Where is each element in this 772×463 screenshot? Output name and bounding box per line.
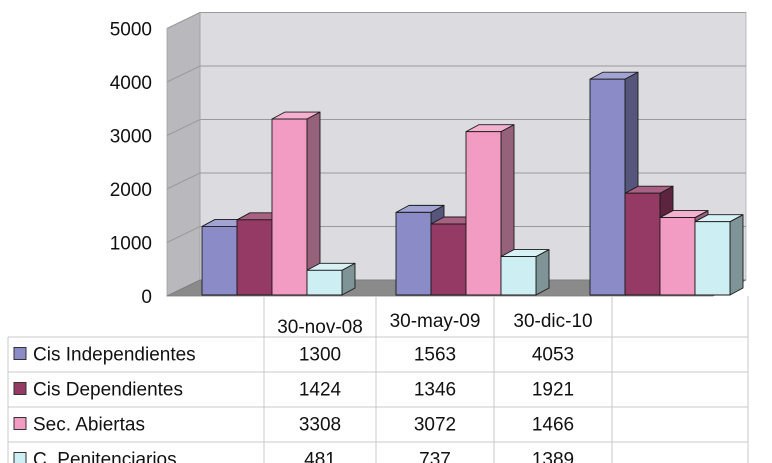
legend-key bbox=[13, 417, 27, 430]
gridline bbox=[166, 119, 746, 136]
category-label: 30-may-09 bbox=[390, 311, 481, 332]
bar bbox=[500, 249, 550, 296]
legend-label: Cis Independientes bbox=[33, 345, 196, 366]
table-cell-value: 1346 bbox=[414, 380, 456, 401]
category-label: 30-dic-10 bbox=[513, 311, 592, 332]
table-cell-value: 1466 bbox=[532, 415, 574, 436]
legend-key bbox=[13, 347, 27, 360]
table-cell-value: 1563 bbox=[414, 345, 456, 366]
table-cell-value: 1424 bbox=[299, 380, 342, 401]
legend-label: Sec. Abiertas bbox=[33, 415, 145, 436]
bar bbox=[694, 214, 744, 296]
table-cell-value: 4053 bbox=[532, 345, 574, 366]
table-cell-value: 1389 bbox=[532, 450, 574, 463]
table-cell-value: 3308 bbox=[299, 415, 341, 436]
gridline bbox=[166, 12, 746, 29]
bar bbox=[306, 262, 356, 296]
table-cell-value: 3072 bbox=[414, 415, 456, 436]
legend-label: C. Penitenciarios bbox=[33, 450, 177, 463]
table-cell-value: 737 bbox=[419, 450, 451, 463]
y-tick-label: 4000 bbox=[110, 73, 152, 94]
y-tick-label: 1000 bbox=[110, 234, 152, 255]
legend-label: Cis Dependientes bbox=[33, 380, 183, 401]
gridline bbox=[166, 226, 746, 243]
side-wall bbox=[166, 11, 201, 297]
gridline bbox=[166, 65, 746, 83]
bar bbox=[271, 111, 321, 296]
y-tick-label: 5000 bbox=[110, 20, 152, 41]
y-tick-label: 0 bbox=[141, 287, 152, 308]
table-cell-value: 481 bbox=[304, 450, 336, 463]
gridline bbox=[166, 172, 746, 190]
legend-key bbox=[13, 382, 27, 395]
category-label: 30-nov-08 bbox=[277, 317, 363, 338]
y-tick-label: 2000 bbox=[110, 180, 152, 201]
y-tick-label: 3000 bbox=[110, 127, 152, 148]
legend-key bbox=[13, 452, 27, 463]
table-cell-value: 1300 bbox=[299, 345, 341, 366]
table-cell-value: 1921 bbox=[532, 380, 574, 401]
